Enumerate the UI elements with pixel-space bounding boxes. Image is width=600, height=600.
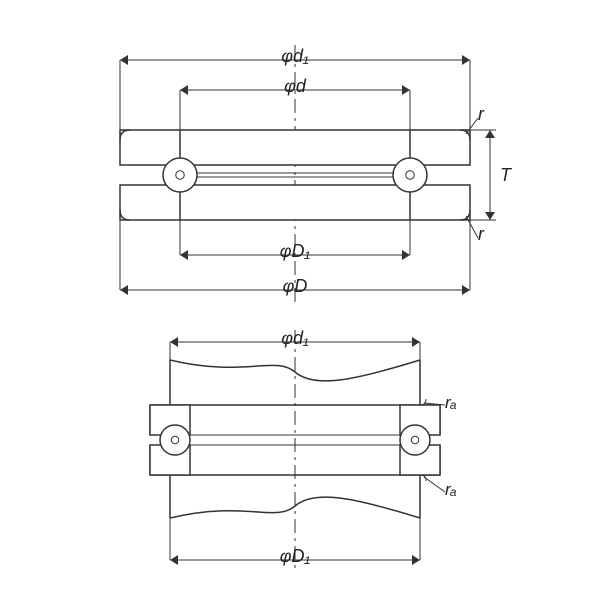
label-phi-d: φd xyxy=(284,76,306,97)
label-phi-D1-b: φD₁ xyxy=(280,546,310,567)
label-r-top: r xyxy=(478,104,484,125)
label-phi-D: φD xyxy=(283,276,308,297)
label-T: T xyxy=(500,165,511,186)
label-ra1: rₐ xyxy=(445,393,457,413)
label-phi-d1-b: φd₁ xyxy=(281,328,308,349)
diagram-canvas: { "stroke": "#333333", "bg": "#ffffff", … xyxy=(0,0,600,600)
label-r-bot: r xyxy=(478,224,484,245)
label-phi-d1-top: φd₁ xyxy=(281,46,308,67)
label-phi-D1-top: φD₁ xyxy=(280,241,310,262)
label-ra2: rₐ xyxy=(445,480,457,500)
